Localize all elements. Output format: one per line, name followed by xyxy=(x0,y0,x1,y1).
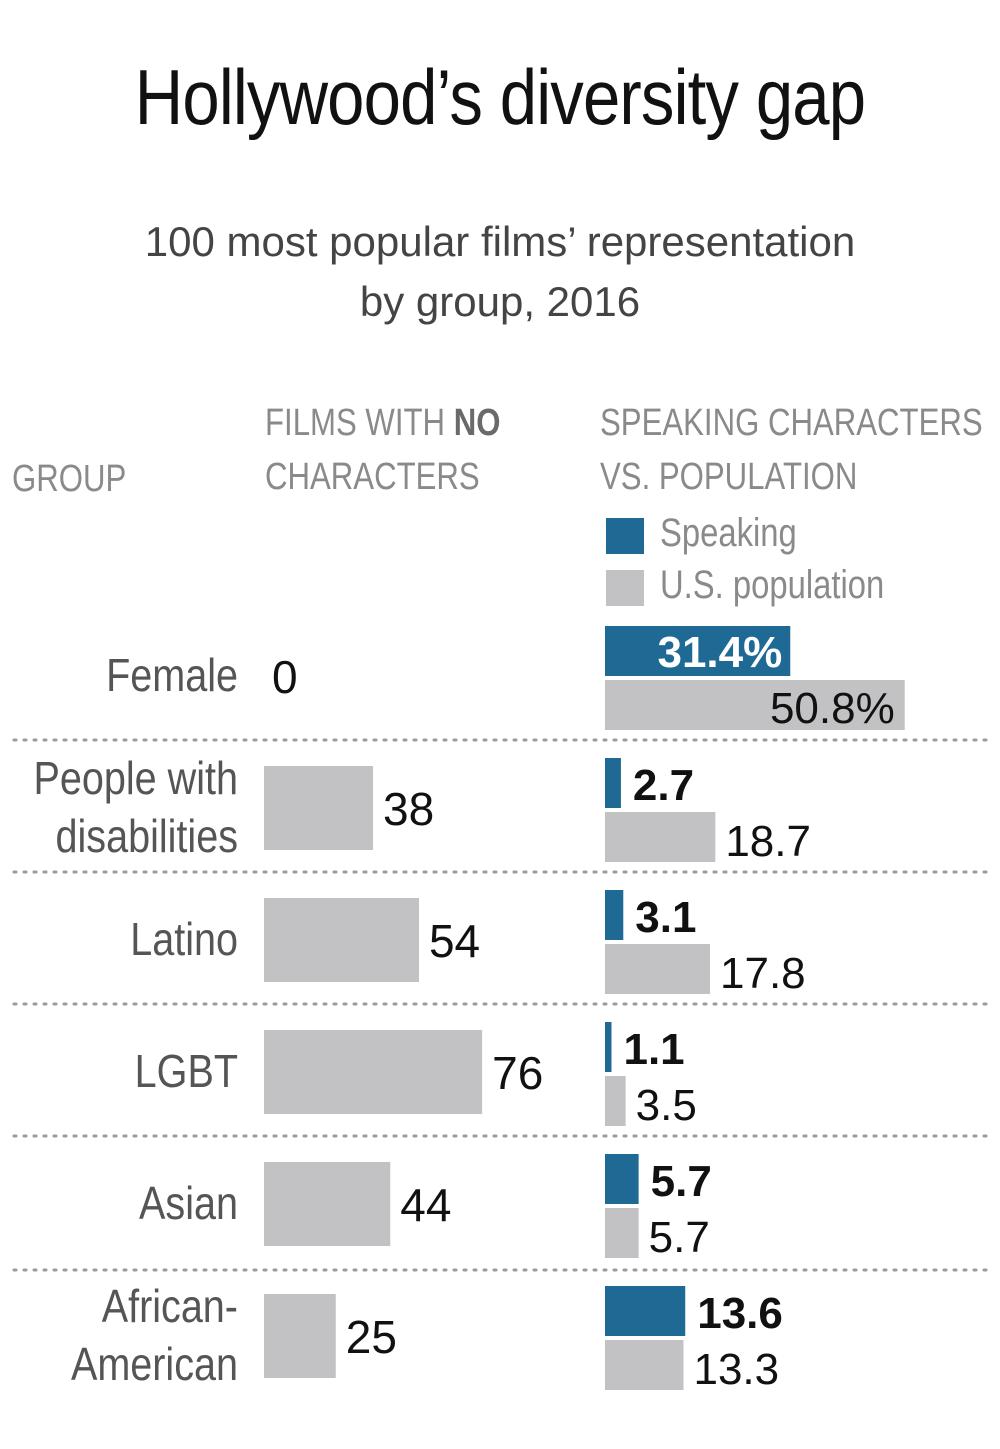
group-label-people-with-disabilities-line-2: disabilities xyxy=(56,811,238,862)
group-label-female: Female xyxy=(106,650,238,701)
population-bar-lgbt xyxy=(605,1076,626,1126)
group-column-header: GROUP xyxy=(12,458,127,500)
films-header-prefix: FILMS WITH xyxy=(265,402,454,444)
legend-swatch-population xyxy=(606,570,644,606)
films-bar-people-with-disabilities xyxy=(264,766,374,850)
speaking-value-people-with-disabilities: 2.7 xyxy=(633,761,694,810)
films-value-lgbt: 76 xyxy=(492,1047,543,1099)
speaking-value-female: 31.4% xyxy=(657,628,782,677)
speaking-bar-female xyxy=(605,626,791,676)
speaking-header-line-1: SPEAKING CHARACTERS xyxy=(600,402,983,444)
films-bar-latino xyxy=(264,898,419,982)
population-bar-latino xyxy=(605,944,711,994)
legend-label-population: U.S. population xyxy=(660,563,885,607)
subtitle-line-1: 100 most popular films’ representation xyxy=(144,218,856,265)
films-header-line-2: CHARACTERS xyxy=(265,456,480,498)
population-value-lgbt: 3.5 xyxy=(636,1081,697,1130)
films-value-african-american: 25 xyxy=(346,1311,397,1363)
population-bar-female xyxy=(605,680,905,730)
speaking-bar-lgbt xyxy=(605,1022,612,1072)
population-value-asian: 5.7 xyxy=(649,1213,710,1262)
chart-subtitle: 100 most popular films’ representation b… xyxy=(0,212,1000,332)
speaking-value-asian: 5.7 xyxy=(651,1157,712,1206)
films-value-asian: 44 xyxy=(400,1179,451,1231)
group-label-lgbt: LGBT xyxy=(135,1046,238,1097)
group-label-african-american-line-1: African- xyxy=(102,1281,238,1332)
speaking-bar-asian xyxy=(605,1154,639,1204)
population-value-african-american: 13.3 xyxy=(693,1345,779,1394)
population-bar-asian xyxy=(605,1208,639,1258)
films-bar-asian xyxy=(264,1162,391,1246)
population-value-people-with-disabilities: 18.7 xyxy=(725,817,811,866)
speaking-value-african-american: 13.6 xyxy=(697,1289,783,1338)
group-label-african-american-line-2: American xyxy=(71,1339,238,1390)
speaking-value-latino: 3.1 xyxy=(635,893,696,942)
group-label-latino: Latino xyxy=(130,914,238,965)
films-header-bold: NO xyxy=(453,402,501,444)
population-value-female: 50.8% xyxy=(770,684,895,733)
group-label-asian: Asian xyxy=(139,1178,238,1229)
legend-label-speaking: Speaking xyxy=(660,511,797,555)
films-value-latino: 54 xyxy=(429,915,480,967)
speaking-bar-people-with-disabilities xyxy=(605,758,621,808)
films-value-people-with-disabilities: 38 xyxy=(383,783,434,835)
films-value-female: 0 xyxy=(272,651,298,703)
speaking-bar-african-american xyxy=(605,1286,686,1336)
group-label-people-with-disabilities-line-1: People with xyxy=(34,753,238,804)
films-column-header: FILMS WITH NO CHARACTERS xyxy=(265,396,500,504)
chart-title: Hollywood’s diversity gap xyxy=(134,53,866,141)
subtitle-line-2: by group, 2016 xyxy=(359,278,641,325)
speaking-header-line-2: VS. POPULATION xyxy=(600,456,858,498)
speaking-column-header: SPEAKING CHARACTERS VS. POPULATION xyxy=(600,396,983,504)
population-bar-people-with-disabilities xyxy=(605,812,716,862)
speaking-bar-latino xyxy=(605,890,624,940)
legend-swatch-speaking xyxy=(606,518,644,554)
films-bar-lgbt xyxy=(264,1030,483,1114)
population-value-latino: 17.8 xyxy=(720,949,806,998)
films-bar-african-american xyxy=(264,1294,336,1378)
speaking-value-lgbt: 1.1 xyxy=(623,1025,684,1074)
population-bar-african-american xyxy=(605,1340,684,1390)
